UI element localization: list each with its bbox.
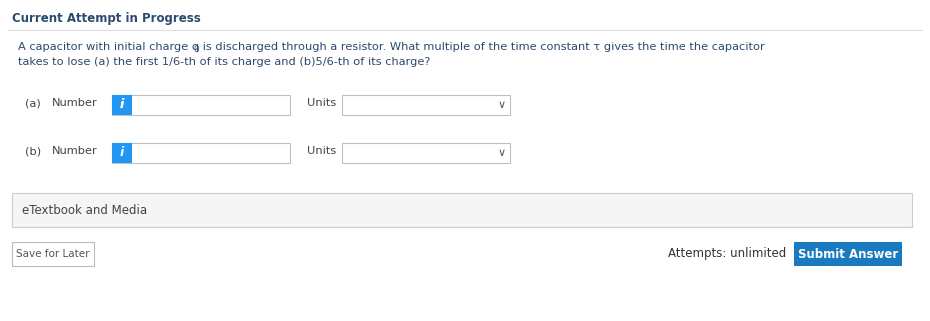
Text: Units: Units xyxy=(307,146,337,156)
Text: Number: Number xyxy=(52,98,98,108)
Text: Number: Number xyxy=(52,146,98,156)
FancyBboxPatch shape xyxy=(112,95,132,115)
Text: Submit Answer: Submit Answer xyxy=(798,247,898,261)
Bar xyxy=(12,193,912,227)
Bar xyxy=(342,95,510,115)
Bar xyxy=(12,242,94,266)
Text: (a): (a) xyxy=(25,98,41,108)
Text: takes to lose (a) the first 1/6-th of its charge and (b)5/6-th of its charge?: takes to lose (a) the first 1/6-th of it… xyxy=(18,57,431,67)
Text: eTextbook and Media: eTextbook and Media xyxy=(22,204,147,216)
Text: A capacitor with initial charge q: A capacitor with initial charge q xyxy=(18,42,199,52)
Bar xyxy=(794,242,902,266)
Text: Attempts: unlimited: Attempts: unlimited xyxy=(668,247,786,261)
Bar xyxy=(112,95,290,115)
Text: Units: Units xyxy=(307,98,337,108)
Text: i: i xyxy=(120,99,124,111)
Bar xyxy=(342,143,510,163)
Text: is discharged through a resistor. What multiple of the time constant τ gives the: is discharged through a resistor. What m… xyxy=(199,42,764,52)
FancyBboxPatch shape xyxy=(112,143,132,163)
Text: Save for Later: Save for Later xyxy=(16,249,90,259)
Text: i: i xyxy=(120,99,124,111)
Bar xyxy=(112,143,290,163)
Text: (b): (b) xyxy=(25,146,41,156)
Text: ∨: ∨ xyxy=(498,100,506,110)
FancyBboxPatch shape xyxy=(112,95,132,115)
Text: ∨: ∨ xyxy=(498,148,506,158)
Text: i: i xyxy=(120,146,124,160)
FancyBboxPatch shape xyxy=(112,143,132,163)
Text: 0: 0 xyxy=(193,46,198,55)
Text: Current Attempt in Progress: Current Attempt in Progress xyxy=(12,12,201,25)
